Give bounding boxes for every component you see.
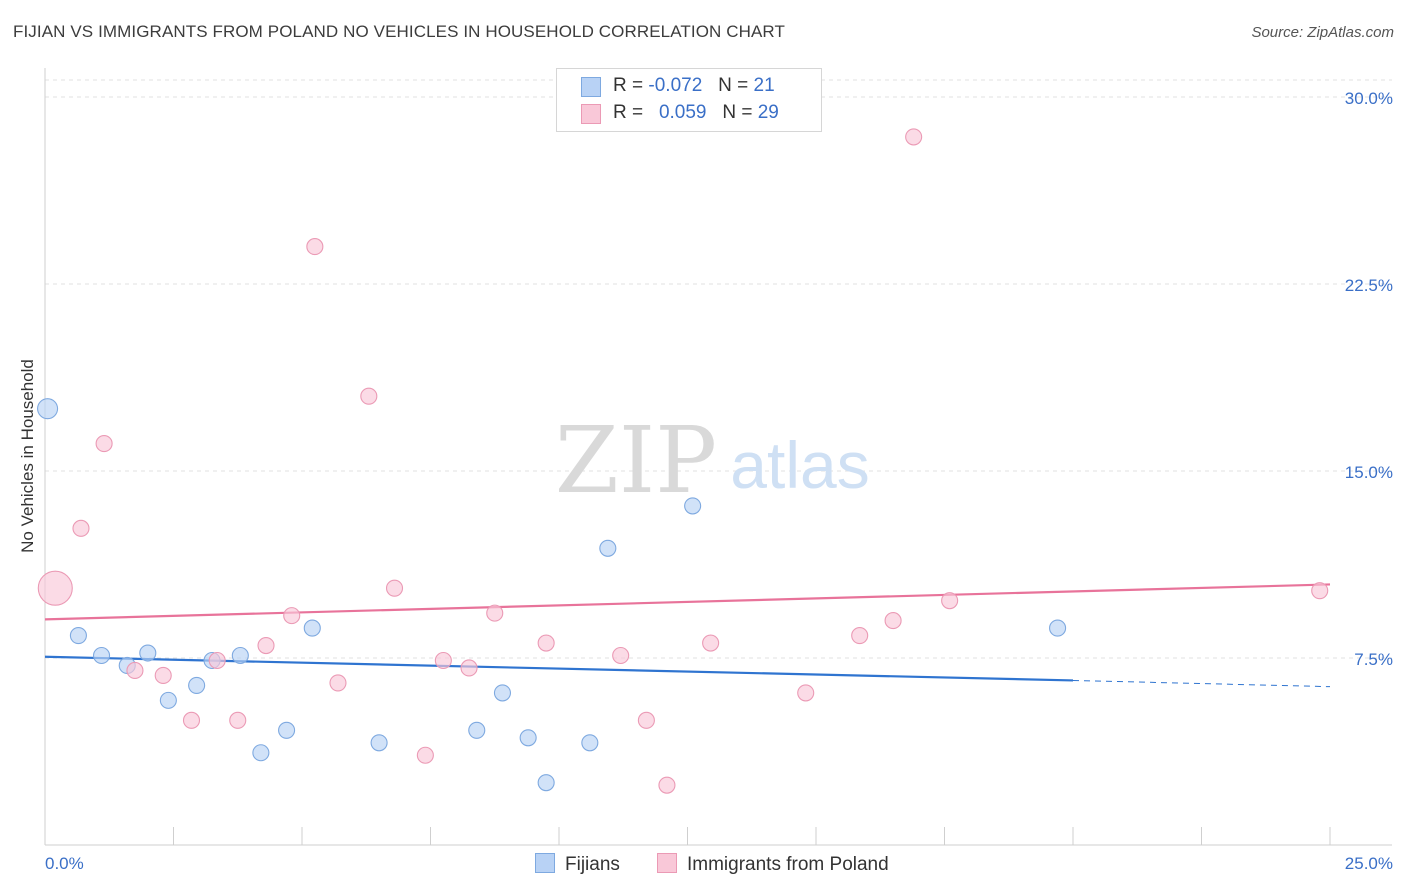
point-poland	[612, 646, 630, 665]
point-fijians	[468, 721, 486, 739]
point-fijians	[599, 539, 617, 557]
legend-n-label: N =	[718, 75, 749, 96]
y-axis-label: No Vehicles in Household	[18, 359, 37, 553]
point-fijians	[1049, 619, 1067, 637]
tick-labels: 7.5% 15.0% 22.5% 30.0% 0.0% 25.0%	[45, 89, 1393, 873]
point-poland	[306, 238, 324, 256]
y-tick-label: 7.5%	[1354, 650, 1393, 669]
point-poland	[884, 612, 902, 630]
point-fijians	[37, 398, 59, 420]
point-poland	[257, 636, 275, 655]
point-poland	[486, 604, 504, 622]
legend-r-value: 0.059	[658, 102, 707, 123]
watermark-zip: ZIP	[555, 407, 717, 514]
point-fijians	[581, 734, 599, 752]
legend-n-value: 21	[753, 75, 775, 96]
point-poland	[1311, 582, 1329, 600]
point-poland	[229, 711, 247, 729]
x-tick-label: 0.0%	[45, 854, 84, 873]
legend-label-fijians: Fijians	[565, 854, 620, 875]
point-poland	[851, 627, 869, 645]
legend-swatch-poland	[581, 104, 601, 124]
point-poland	[537, 634, 555, 652]
y-tick-label: 30.0%	[1345, 89, 1393, 108]
watermark: ZIP atlas	[555, 407, 870, 514]
point-poland	[37, 570, 73, 606]
point-poland	[126, 661, 144, 680]
legend-r-label: R =	[613, 75, 644, 96]
point-poland	[460, 659, 478, 677]
point-fijians	[303, 619, 321, 637]
point-poland	[658, 776, 676, 794]
point-poland	[182, 711, 201, 729]
point-poland	[637, 711, 655, 729]
point-fijians	[493, 684, 512, 702]
point-fijians	[188, 676, 206, 694]
point-poland	[95, 435, 113, 453]
point-poland	[416, 746, 434, 764]
point-fijians	[537, 774, 555, 792]
point-poland	[208, 651, 226, 670]
point-poland	[941, 592, 959, 610]
point-fijians	[139, 644, 157, 662]
point-poland	[797, 684, 815, 702]
x-tick-label: 25.0%	[1345, 854, 1393, 873]
chart-title: FIJIAN VS IMMIGRANTS FROM POLAND NO VEHI…	[13, 22, 785, 41]
correlation-legend: R = -0.072 N = 21 R = 0.059 N = 29	[556, 68, 822, 132]
point-fijians	[684, 497, 702, 515]
grid-lines	[45, 79, 1392, 659]
trend-line-poland	[44, 583, 1331, 621]
trend-line-fijians-extension	[1072, 679, 1331, 688]
legend-swatch-fijians	[581, 77, 601, 97]
legend-label-poland: Immigrants from Poland	[687, 854, 889, 875]
legend-r-value: -0.072	[648, 75, 703, 96]
point-fijians	[278, 721, 296, 739]
legend-r-label: R =	[613, 102, 644, 123]
point-poland	[360, 387, 378, 405]
legend-n-label: N =	[722, 102, 753, 123]
point-poland	[434, 651, 452, 670]
point-poland	[283, 607, 301, 625]
point-poland	[702, 634, 720, 652]
y-tick-label: 15.0%	[1345, 463, 1393, 482]
source-credit: Source: ZipAtlas.com	[1251, 24, 1394, 41]
point-fijians	[252, 744, 270, 762]
point-fijians	[159, 691, 177, 709]
point-poland	[72, 519, 90, 537]
axes	[44, 68, 1392, 846]
legend-swatch-fijians	[535, 853, 555, 873]
legend-item-fijians: Fijians	[535, 853, 620, 876]
point-fijians	[370, 734, 388, 752]
legend-swatch-poland	[657, 853, 677, 873]
data-points	[37, 128, 1329, 794]
point-poland	[905, 128, 923, 146]
watermark-atlas: atlas	[730, 428, 869, 502]
point-poland	[154, 666, 172, 685]
point-poland	[329, 674, 347, 692]
y-tick-label: 22.5%	[1345, 276, 1393, 295]
trend-line-fijians	[44, 655, 1074, 682]
legend-item-poland: Immigrants from Poland	[657, 853, 889, 876]
point-fijians	[519, 729, 537, 747]
legend-n-value: 29	[757, 102, 779, 123]
trend-lines	[44, 583, 1331, 688]
point-fijians	[69, 627, 87, 645]
point-fijians	[231, 646, 249, 665]
point-poland	[385, 579, 404, 597]
point-fijians	[92, 646, 111, 665]
